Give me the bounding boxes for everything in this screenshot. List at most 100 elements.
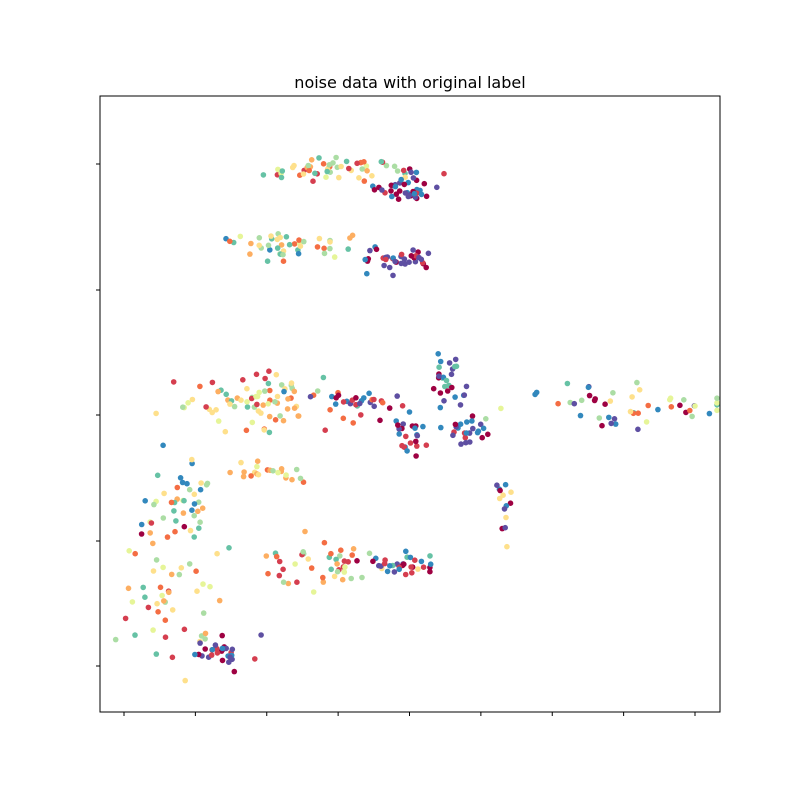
scatter-point <box>323 174 329 180</box>
scatter-point <box>191 501 198 507</box>
scatter-point <box>320 161 327 167</box>
scatter-point <box>176 571 183 578</box>
scatter-point <box>159 592 165 599</box>
scatter-point <box>464 419 470 425</box>
scatter-point <box>140 584 146 591</box>
scatter-point <box>349 552 356 558</box>
scatter-point <box>415 566 421 572</box>
scatter-point <box>193 568 199 574</box>
scatter-point <box>307 393 314 400</box>
scatter-point <box>254 463 260 470</box>
scatter-point <box>400 421 407 427</box>
scatter-point <box>305 556 312 562</box>
scatter-point <box>371 396 377 403</box>
scatter-point <box>207 583 213 590</box>
scatter-point <box>427 561 434 567</box>
scatter-point <box>248 240 254 247</box>
scatter-point <box>171 508 177 514</box>
scatter-point <box>265 401 272 407</box>
scatter-point <box>186 561 193 567</box>
scatter-point <box>591 397 598 404</box>
scatter-point <box>410 175 417 181</box>
scatter-point <box>286 241 293 248</box>
scatter-point <box>425 250 432 257</box>
scatter-point <box>145 604 152 611</box>
scatter-point <box>452 421 459 428</box>
scatter-point <box>366 550 373 557</box>
scatter-point <box>436 373 442 380</box>
scatter-point <box>164 534 171 540</box>
scatter-point <box>635 410 641 417</box>
scatter-point <box>199 505 206 512</box>
scatter-point <box>331 573 338 580</box>
scatter-point <box>168 571 175 578</box>
scatter-point <box>461 392 468 398</box>
scatter-point <box>227 469 233 476</box>
scatter-point <box>441 398 447 404</box>
scatter-point <box>305 162 312 169</box>
scatter-point <box>408 169 414 176</box>
scatter-point <box>280 579 287 585</box>
scatter-point <box>400 167 407 174</box>
scatter-point <box>689 413 695 420</box>
scatter-point <box>266 413 273 420</box>
scatter-point <box>364 270 370 277</box>
scatter-point <box>373 246 380 253</box>
scatter-point <box>154 600 160 607</box>
scatter-point <box>446 360 453 366</box>
scatter-point <box>420 423 426 430</box>
scatter-point <box>264 258 271 265</box>
scatter-point <box>153 557 160 563</box>
scatter-point <box>349 232 356 239</box>
scatter-point <box>371 187 378 193</box>
scatter-point <box>291 241 298 247</box>
scatter-point <box>342 564 348 570</box>
scatter-point <box>395 422 401 428</box>
scatter-point <box>296 237 302 243</box>
scatter-point <box>268 233 274 239</box>
scatter-point <box>151 501 157 508</box>
scatter-point <box>308 565 315 571</box>
scatter-point <box>378 158 385 165</box>
scatter-point <box>483 416 489 422</box>
scatter-point <box>381 560 388 567</box>
scatter-point <box>340 399 347 405</box>
scatter-point <box>214 650 221 656</box>
scatter-point <box>636 387 643 393</box>
scatter-point <box>333 395 340 401</box>
scatter-point <box>413 438 419 445</box>
scatter-point <box>327 245 333 252</box>
scatter-point <box>209 379 216 386</box>
scatter-point <box>200 610 207 616</box>
scatter-point <box>359 166 366 172</box>
ticks-layer <box>96 163 696 716</box>
scatter-point <box>253 371 260 378</box>
scatter-point <box>173 518 179 524</box>
scatter-point <box>274 393 281 400</box>
scatter-point <box>356 175 362 181</box>
scatter-point <box>256 235 263 241</box>
scatter-point <box>345 246 352 252</box>
scatter-point <box>244 385 250 392</box>
scatter-point <box>314 244 321 250</box>
scatter-point <box>501 506 508 512</box>
scatter-point <box>260 402 267 408</box>
scatter-point <box>181 626 188 633</box>
scatter-point <box>430 385 437 392</box>
scatter-point <box>379 187 385 193</box>
scatter-point <box>267 387 273 394</box>
scatter-point <box>392 258 398 265</box>
scatter-point <box>243 427 250 434</box>
scatter-point <box>416 254 422 261</box>
scatter-point <box>437 404 444 411</box>
scatter-point <box>329 393 335 400</box>
scatter-point <box>401 561 407 567</box>
scatter-point <box>434 184 440 191</box>
scatter-point <box>706 410 713 417</box>
scatter-point <box>254 458 261 465</box>
scatter-point <box>295 413 302 419</box>
scatter-point <box>283 472 289 478</box>
scatter-point <box>155 609 161 615</box>
scatter-point <box>265 570 271 577</box>
scatter-point <box>359 574 365 581</box>
